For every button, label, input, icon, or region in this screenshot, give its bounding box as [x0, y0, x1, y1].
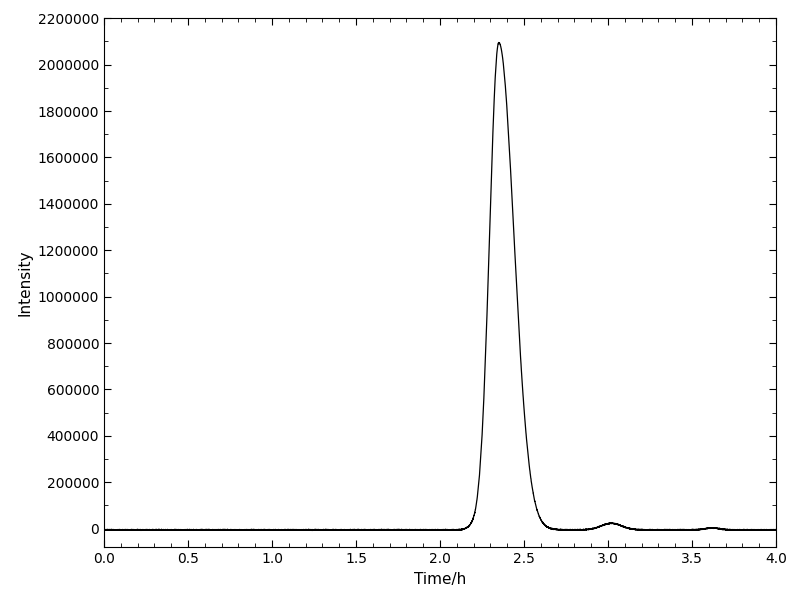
X-axis label: Time/h: Time/h — [414, 572, 466, 587]
Y-axis label: Intensity: Intensity — [17, 249, 32, 316]
